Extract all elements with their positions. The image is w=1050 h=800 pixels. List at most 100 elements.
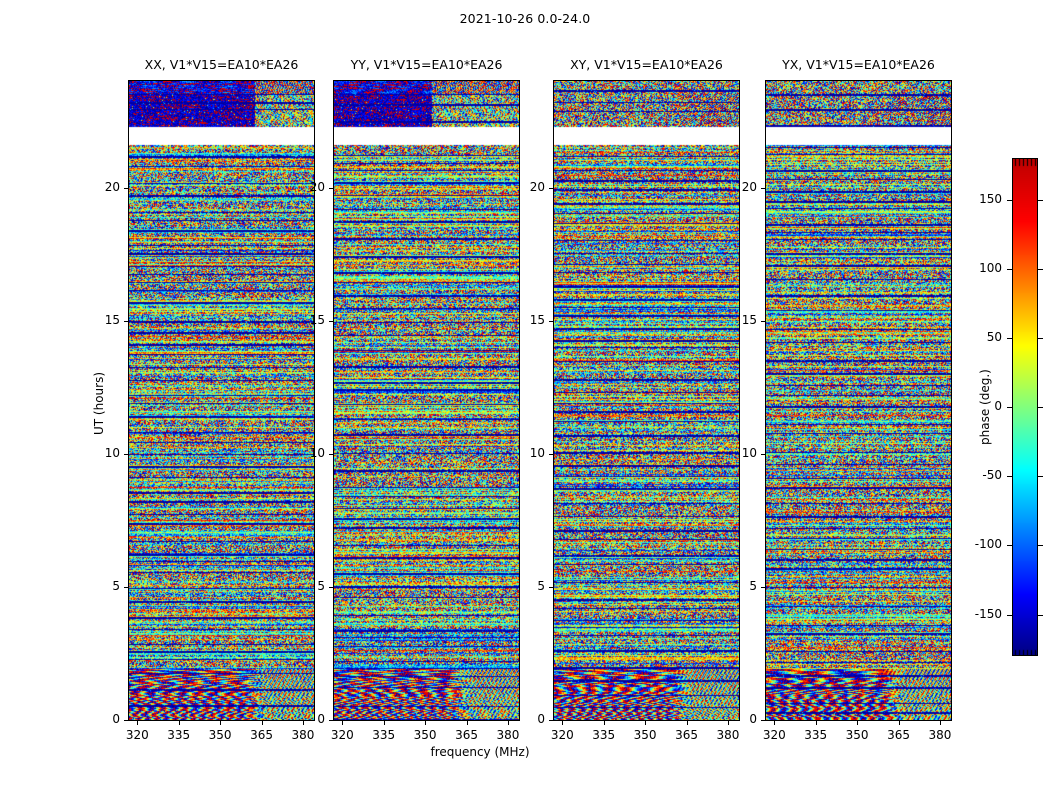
- y-tick-label: 0: [749, 712, 757, 726]
- y-tick-label: 20: [309, 179, 325, 194]
- x-tick-label: 350: [633, 728, 657, 742]
- heatmap-panel-yy[interactable]: [333, 80, 520, 721]
- x-tick-label: 365: [455, 728, 478, 742]
- y-tick-label: 10: [529, 445, 545, 460]
- y-tick: [761, 453, 765, 455]
- x-tick: [178, 721, 180, 725]
- y-tick: [124, 720, 128, 721]
- heatmap-panel-yx[interactable]: [765, 80, 952, 721]
- y-tick: [124, 187, 128, 189]
- colorbar-tick: [1038, 476, 1043, 478]
- y-tick-label: 20: [529, 179, 545, 194]
- x-axis-label: frequency (MHz): [430, 745, 530, 759]
- x-tick-label: 335: [167, 728, 191, 742]
- y-tick: [549, 187, 553, 189]
- heatmap-panel-xy[interactable]: [553, 80, 740, 721]
- x-tick-label: 320: [550, 728, 574, 742]
- colorbar-tick: [1038, 199, 1043, 201]
- colorbar-tick: [1007, 407, 1012, 408]
- x-tick-label: 335: [592, 728, 616, 742]
- colorbar-tick-label: 0: [994, 399, 1002, 413]
- colorbar-tick-label: 150: [979, 191, 1002, 206]
- panel-title-yx: YX, V1*V15=EA10*EA26: [782, 57, 935, 72]
- y-tick: [761, 586, 765, 588]
- y-tick: [761, 720, 765, 721]
- y-tick-label: 20: [741, 179, 757, 194]
- x-tick: [261, 721, 263, 725]
- x-tick-label: 350: [208, 728, 232, 742]
- y-tick: [549, 320, 553, 322]
- y-tick: [124, 586, 128, 588]
- heatmap-image-xx: [129, 81, 314, 720]
- y-tick-label: 15: [741, 312, 757, 327]
- y-tick: [329, 187, 333, 189]
- x-tick: [425, 721, 427, 725]
- x-tick: [686, 721, 688, 725]
- colorbar-tick: [1007, 476, 1012, 478]
- y-tick: [761, 320, 765, 322]
- x-tick-label: 335: [804, 728, 828, 742]
- colorbar-tick: [1007, 545, 1012, 547]
- heatmap-image-yy: [334, 81, 519, 720]
- x-tick: [815, 721, 817, 725]
- y-tick-label: 15: [104, 312, 120, 327]
- x-tick-label: 320: [125, 728, 149, 742]
- y-tick-label: 10: [309, 445, 325, 460]
- x-tick: [727, 721, 729, 725]
- y-axis-label: UT (hours): [92, 371, 106, 435]
- x-tick: [645, 721, 647, 725]
- x-tick: [898, 721, 900, 725]
- x-tick-label: 335: [372, 728, 396, 742]
- x-tick: [603, 721, 605, 725]
- x-tick-label: 320: [762, 728, 786, 742]
- colorbar-tick: [1038, 614, 1043, 616]
- y-tick: [329, 320, 333, 322]
- y-tick: [549, 453, 553, 455]
- y-tick: [549, 586, 553, 588]
- x-tick-label: 380: [928, 728, 952, 742]
- y-tick-label: 15: [309, 312, 325, 327]
- y-tick-label: 5: [749, 578, 757, 593]
- y-tick-label: 0: [537, 712, 545, 726]
- x-tick: [302, 721, 304, 725]
- x-tick-label: 365: [250, 728, 273, 742]
- x-tick: [939, 721, 941, 725]
- x-tick-label: 365: [675, 728, 698, 742]
- x-tick-label: 380: [291, 728, 315, 742]
- y-tick: [124, 453, 128, 455]
- x-tick-label: 380: [716, 728, 740, 742]
- y-tick: [124, 320, 128, 322]
- y-tick-label: 15: [529, 312, 545, 327]
- colorbar-tick-label: 50: [986, 329, 1002, 344]
- panel-title-xy: XY, V1*V15=EA10*EA26: [570, 57, 723, 72]
- y-tick-label: 20: [104, 179, 120, 194]
- x-tick-label: 350: [845, 728, 869, 742]
- heatmap-panel-xx[interactable]: [128, 80, 315, 721]
- colorbar-tick: [1038, 545, 1043, 547]
- x-tick-label: 380: [496, 728, 520, 742]
- y-tick: [549, 720, 553, 721]
- y-tick: [329, 453, 333, 455]
- x-tick-label: 365: [887, 728, 910, 742]
- panel-title-yy: YY, V1*V15=EA10*EA26: [350, 57, 503, 72]
- colorbar-gradient: [1012, 158, 1038, 656]
- colorbar-tick-label: 100: [979, 260, 1002, 275]
- y-tick-label: 10: [104, 445, 120, 460]
- y-tick: [329, 586, 333, 588]
- heatmap-image-xy: [554, 81, 739, 720]
- y-tick-label: 10: [741, 445, 757, 460]
- x-tick: [774, 721, 776, 725]
- colorbar-tick: [1007, 199, 1012, 201]
- x-tick: [220, 721, 222, 725]
- x-tick: [137, 721, 139, 725]
- colorbar-tick: [1038, 268, 1043, 270]
- colorbar-tick: [1007, 614, 1012, 616]
- colorbar-tick: [1038, 407, 1043, 408]
- x-tick-label: 350: [413, 728, 437, 742]
- y-tick-label: 5: [112, 578, 120, 593]
- y-tick: [329, 720, 333, 721]
- heatmap-image-yx: [766, 81, 951, 720]
- y-tick: [761, 187, 765, 189]
- y-tick-label: 5: [537, 578, 545, 593]
